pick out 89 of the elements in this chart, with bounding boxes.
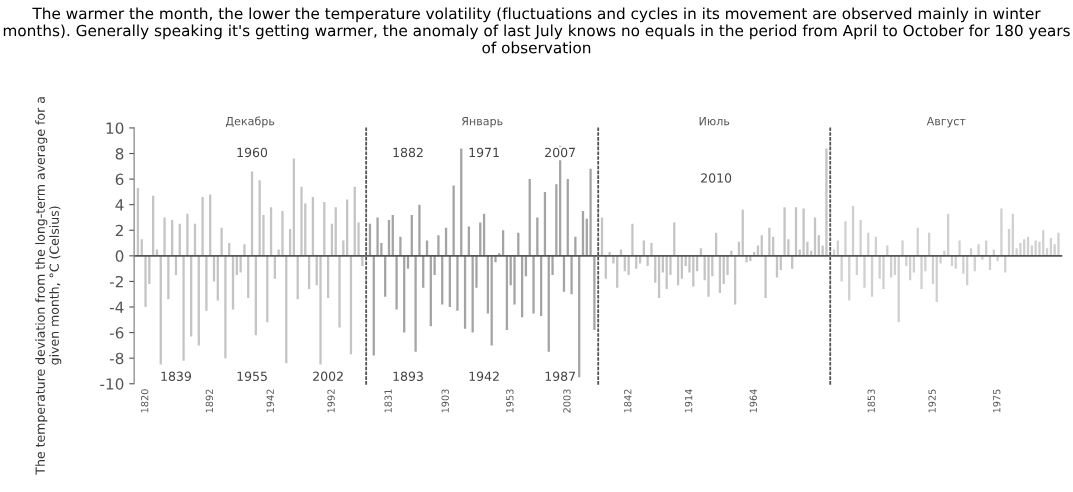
bar bbox=[589, 168, 592, 256]
bar bbox=[977, 244, 980, 256]
bar bbox=[224, 255, 227, 359]
bar bbox=[338, 255, 341, 328]
bar bbox=[882, 255, 885, 290]
bar bbox=[418, 204, 421, 256]
annotation: 2002 bbox=[313, 371, 343, 381]
bar bbox=[958, 240, 961, 256]
chart-title: Август bbox=[926, 117, 966, 128]
bar bbox=[167, 255, 170, 300]
y-tick-label: 6 bbox=[115, 173, 124, 186]
y-tick-label: -6 bbox=[109, 327, 124, 339]
bar bbox=[300, 186, 303, 256]
bar bbox=[399, 236, 402, 256]
bar bbox=[631, 223, 634, 256]
bar bbox=[186, 213, 189, 256]
chart-title: Июль bbox=[699, 117, 730, 126]
x-tick-label: 1942 bbox=[266, 389, 274, 413]
bar bbox=[376, 217, 379, 256]
x-tick-label: 1820 bbox=[141, 389, 149, 413]
bar bbox=[437, 235, 440, 256]
x-tick-label: 1975 bbox=[993, 389, 1001, 413]
x-tick-label: 1853 bbox=[867, 389, 875, 413]
bar bbox=[239, 255, 242, 273]
bar bbox=[163, 217, 166, 256]
bar bbox=[243, 244, 246, 256]
bar bbox=[201, 197, 204, 256]
bar bbox=[844, 221, 847, 256]
y-tick-label: 8 bbox=[115, 147, 124, 160]
x-tick-label: 1903 bbox=[441, 389, 449, 413]
bar bbox=[802, 208, 805, 256]
bar bbox=[783, 207, 786, 256]
y-tick-label: 2 bbox=[115, 224, 123, 237]
annotation: 2007 bbox=[545, 147, 575, 158]
bar bbox=[768, 227, 771, 256]
annotation: 1893 bbox=[393, 371, 423, 381]
y-tick-label: 0 bbox=[115, 250, 124, 262]
bar bbox=[1019, 243, 1022, 256]
bar bbox=[570, 255, 573, 295]
bar bbox=[1057, 232, 1060, 256]
bar bbox=[574, 236, 577, 256]
x-tick-label: 1914 bbox=[684, 389, 693, 413]
bar bbox=[281, 211, 284, 256]
x-tick-label: 1992 bbox=[327, 389, 335, 413]
bar bbox=[319, 255, 322, 365]
bar bbox=[513, 255, 516, 305]
annotation: 1882 bbox=[393, 147, 423, 158]
text: The warmer the month, the lower the temperature volatility (fluctuations and cycles in its movement are observed mainly in winter months). Generally speaking it's getting warmer, the anomaly of last July knows no equals in the period from April to October for 180 years of observation bbox=[3, 7, 1070, 54]
bar bbox=[920, 255, 923, 290]
x-tick-label: 1953 bbox=[506, 389, 514, 413]
bar bbox=[863, 255, 866, 288]
bar bbox=[182, 255, 185, 361]
x-tick-label: 2003 bbox=[563, 389, 571, 413]
annotation: 2010 bbox=[701, 173, 732, 183]
bar bbox=[764, 255, 767, 299]
bar bbox=[205, 255, 208, 311]
y-tick-label: 4 bbox=[115, 199, 124, 211]
y-tick-label: -8 bbox=[109, 352, 124, 365]
annotation: 1942 bbox=[469, 371, 499, 381]
y-tick-label: 10 bbox=[106, 122, 124, 134]
y-tick-label: -10 bbox=[100, 378, 124, 390]
annotation: 1971 bbox=[469, 147, 499, 158]
bar bbox=[456, 255, 459, 311]
bar bbox=[395, 255, 398, 310]
bar bbox=[144, 255, 147, 308]
bar bbox=[1000, 208, 1003, 256]
y-tick-label: -4 bbox=[109, 301, 124, 313]
bar bbox=[220, 227, 223, 256]
chart-title: Январь bbox=[461, 117, 503, 128]
bar bbox=[627, 255, 630, 276]
bar bbox=[825, 148, 828, 256]
x-tick-label: 1964 bbox=[749, 389, 757, 413]
annotation: 1987 bbox=[545, 371, 575, 381]
annotation: 1839 bbox=[161, 371, 191, 381]
x-tick-label: 1892 bbox=[205, 389, 214, 413]
x-tick-label: 1925 bbox=[928, 389, 936, 413]
y-axis-title: The temperature deviation from the long-term average for a given month, °C (Celsius) bbox=[35, 97, 62, 475]
x-tick-label: 1831 bbox=[384, 389, 392, 413]
annotation: 1955 bbox=[237, 371, 267, 381]
bar bbox=[901, 240, 904, 256]
bar bbox=[707, 255, 710, 297]
bar bbox=[532, 255, 535, 314]
bar bbox=[593, 255, 596, 331]
x-tick-label: 1842 bbox=[624, 389, 632, 413]
bar bbox=[414, 255, 417, 352]
y-tick-label: -2 bbox=[109, 275, 123, 288]
annotation: 1960 bbox=[237, 147, 268, 158]
chart-title: Декабрь bbox=[225, 116, 275, 128]
bar bbox=[650, 243, 653, 256]
